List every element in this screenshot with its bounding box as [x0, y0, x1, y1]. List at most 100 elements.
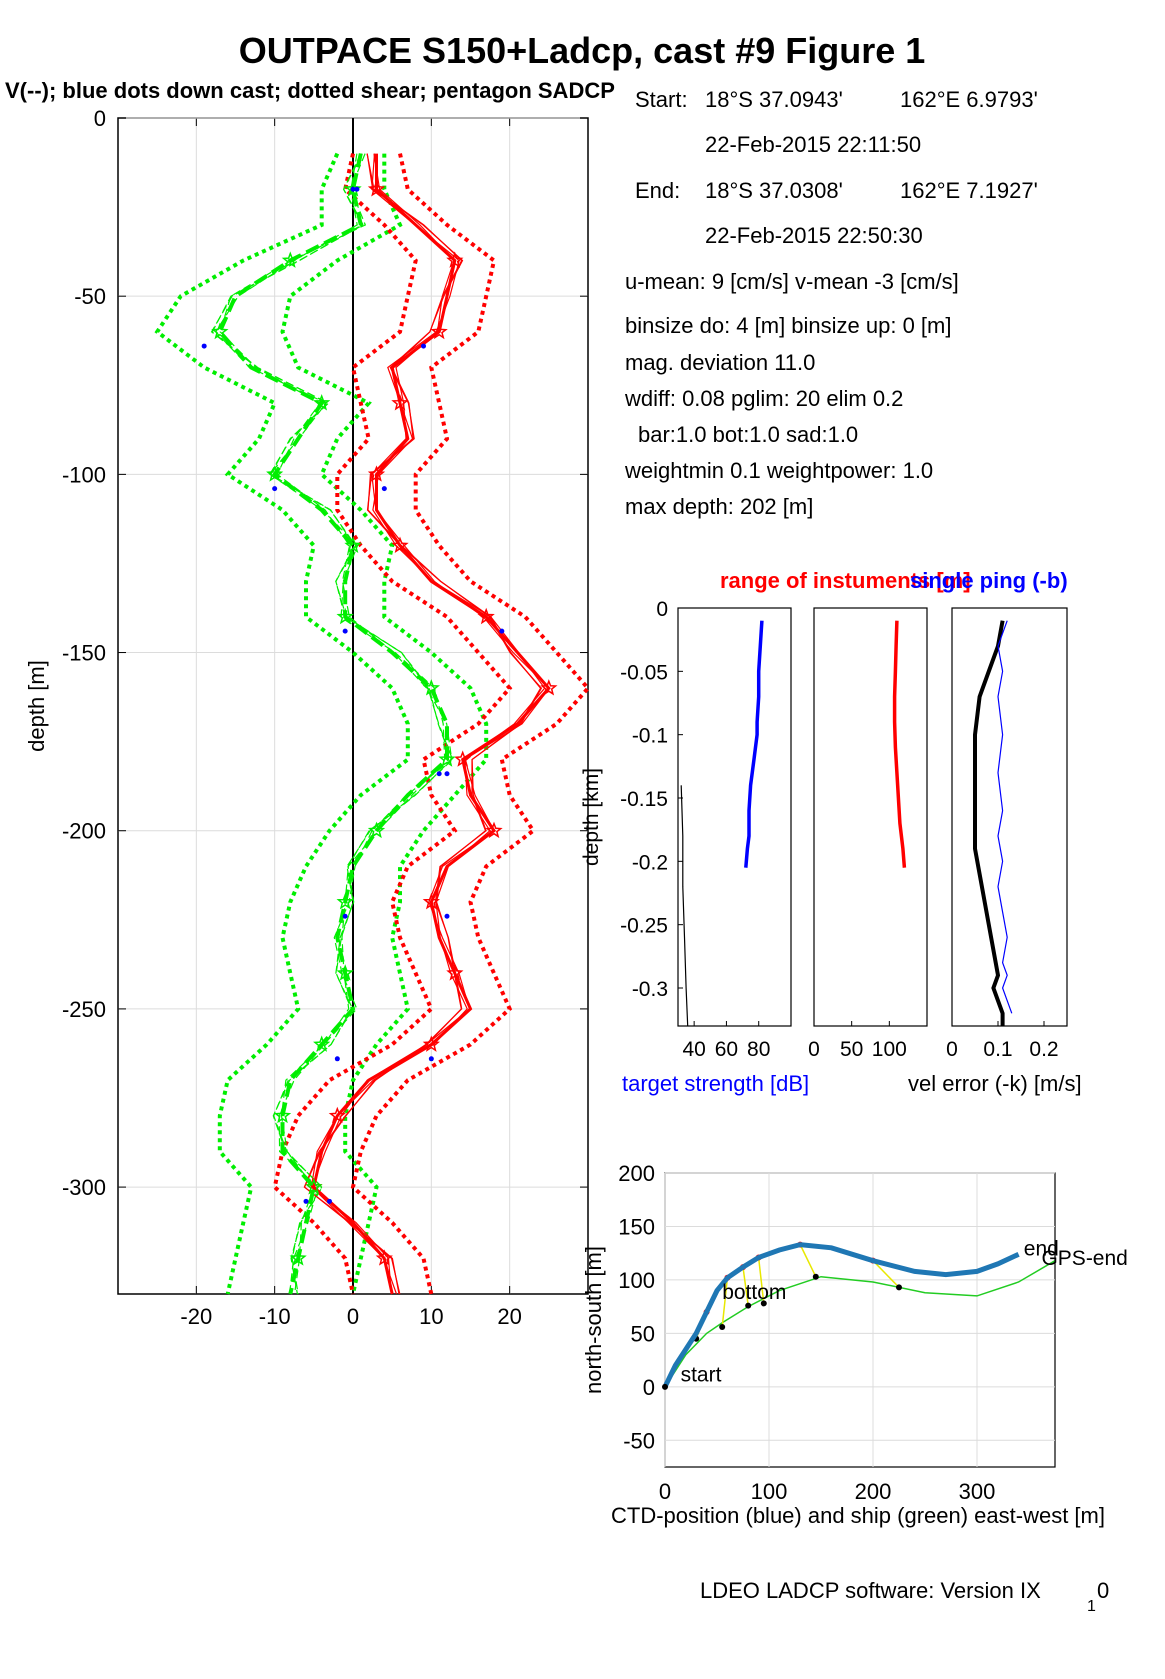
- ctd-ship-link: [872, 1260, 900, 1288]
- sadcp-u-marker: [430, 322, 448, 340]
- ctd-ship-link: [742, 1266, 749, 1306]
- x-tick-label: -20: [180, 1304, 212, 1329]
- weight: weightmin 0.1 weightpower: 1.0: [624, 458, 933, 483]
- ctd-ship-link: [757, 1257, 765, 1304]
- y-tick-label: -0.2: [632, 851, 668, 874]
- y-tick-label: -200: [62, 819, 106, 844]
- ship-marker: [745, 1302, 752, 1309]
- downcast-dot: [342, 913, 348, 919]
- sadcp-v-marker: [344, 536, 362, 553]
- barbot: bar:1.0 bot:1.0 sad:1.0: [638, 422, 858, 447]
- ctd-ship-link: [721, 1277, 729, 1328]
- y-tick-label: -0.15: [620, 788, 668, 811]
- footer-version-tail: 0: [1097, 1578, 1109, 1603]
- east-west-label: CTD-position (blue) and ship (green) eas…: [611, 1503, 1105, 1528]
- vel-error-series: [973, 620, 1005, 1026]
- figure-title: OUTPACE S150+Ladcp, cast #9 Figure 1: [239, 30, 926, 71]
- cast-info: Start: 18°S 37.0943' 162°E 6.9793' 22-Fe…: [624, 87, 1038, 519]
- downcast-dot: [201, 343, 207, 349]
- downcast-dot: [327, 1198, 332, 1204]
- downcast-dot: [272, 486, 278, 492]
- downcast-dot: [354, 186, 360, 192]
- downcast-dot: [499, 628, 505, 634]
- start-lon: 162°E 6.9793': [900, 87, 1038, 112]
- x-tick-label: 40: [682, 1038, 705, 1061]
- v-profile-member: [210, 153, 453, 1295]
- y-tick-label: 150: [618, 1214, 655, 1239]
- x-tick-label: 80: [747, 1038, 770, 1061]
- u-profile-member: [303, 153, 542, 1295]
- footer-subscript: 1: [1087, 1598, 1096, 1615]
- sadcp-u-marker: [446, 964, 464, 981]
- y-tick-label: -100: [62, 462, 106, 487]
- end-label: End:: [635, 178, 680, 203]
- y-tick-label: 0: [656, 598, 668, 621]
- target-strength-series: [744, 620, 764, 868]
- downcast-dot: [303, 1198, 309, 1204]
- u-shear-upper: [350, 153, 591, 1295]
- downcast-dot: [381, 486, 387, 492]
- range-title: range of instuments [m]: [720, 568, 971, 593]
- ship-marker: [719, 1323, 726, 1330]
- sadcp-v-marker: [336, 964, 354, 981]
- u-profile-member: [303, 153, 543, 1295]
- software-footer: LDEO LADCP software: Version IX 1 0: [700, 1578, 1109, 1615]
- sadcp-v-marker: [281, 251, 299, 268]
- sadcp-v-marker: [367, 821, 386, 839]
- v-profile-member: [211, 153, 454, 1295]
- end-lon: 162°E 7.1927': [900, 178, 1038, 203]
- range-series: [892, 620, 907, 868]
- ship-marker: [896, 1284, 902, 1291]
- sadcp-u-marker: [540, 679, 558, 696]
- end-time: 22-Feb-2015 22:50:30: [705, 223, 923, 248]
- y-tick-label: 50: [631, 1321, 655, 1346]
- sadcp-u-marker: [422, 1035, 440, 1052]
- end-label: end: [1024, 1237, 1059, 1260]
- sadcp-v-marker: [289, 1249, 307, 1266]
- sadcp-v-marker: [336, 607, 354, 625]
- sadcp-u-marker: [391, 394, 409, 411]
- y-tick-label: -0.1: [632, 725, 668, 748]
- north-south-label: north-south [m]: [581, 1246, 606, 1394]
- downcast-dot: [436, 771, 442, 777]
- target-strength-panel: depth [km] target strength [dB]: [580, 607, 809, 1096]
- single-ping-title: single ping (-b): [910, 568, 1068, 593]
- v-profile-member: [219, 153, 453, 1295]
- x-tick-label: 200: [855, 1479, 892, 1504]
- sadcp-v-marker: [305, 1177, 323, 1195]
- vel-error-label: vel error (-k) [m/s]: [908, 1071, 1082, 1096]
- ctd-track: [662, 1242, 1020, 1388]
- wdiff: wdiff: 0.08 pglim: 20 elim 0.2: [624, 386, 903, 411]
- x-tick-label: 0.1: [983, 1038, 1012, 1061]
- x-tick-label: 0: [659, 1479, 671, 1504]
- sadcp-u-marker: [367, 465, 386, 482]
- x-tick-label: 0: [808, 1038, 820, 1061]
- sadcp-v-marker: [313, 1035, 331, 1052]
- figure-subtitle: V(--); blue dots down cast; dotted shear…: [5, 78, 615, 103]
- sadcp-v-marker: [211, 322, 229, 340]
- vel-error-panel: single ping (-b) vel error (-k) [m/s]: [908, 568, 1082, 1096]
- downcast-dot: [444, 913, 450, 919]
- sadcp-u-marker: [391, 536, 409, 553]
- y-tick-label: -50: [74, 284, 106, 309]
- start-label: start: [681, 1363, 722, 1386]
- y-tick-label: -50: [623, 1428, 655, 1453]
- downcast-dot: [334, 1056, 340, 1062]
- v-shear-lower: [154, 152, 410, 1295]
- y-tick-label: 0: [643, 1375, 655, 1400]
- vel-error-series: [997, 620, 1013, 1014]
- max-depth: max depth: 202 [m]: [625, 494, 813, 519]
- x-tick-label: 0: [347, 1304, 359, 1329]
- y-tick-label: -0.3: [632, 978, 668, 1001]
- sadcp-u-marker: [375, 1249, 393, 1266]
- downcast-dot: [350, 186, 356, 192]
- mag-deviation: mag. deviation 11.0: [625, 350, 815, 375]
- x-tick-label: 10: [419, 1304, 443, 1329]
- ship-marker: [812, 1273, 819, 1280]
- u-profile-member: [311, 153, 546, 1295]
- sadcp-v-marker: [273, 1106, 292, 1124]
- range-panel: range of instuments [m]: [720, 568, 971, 1027]
- depth-axis-label: depth [m]: [24, 660, 49, 752]
- start-marker: [662, 1383, 668, 1390]
